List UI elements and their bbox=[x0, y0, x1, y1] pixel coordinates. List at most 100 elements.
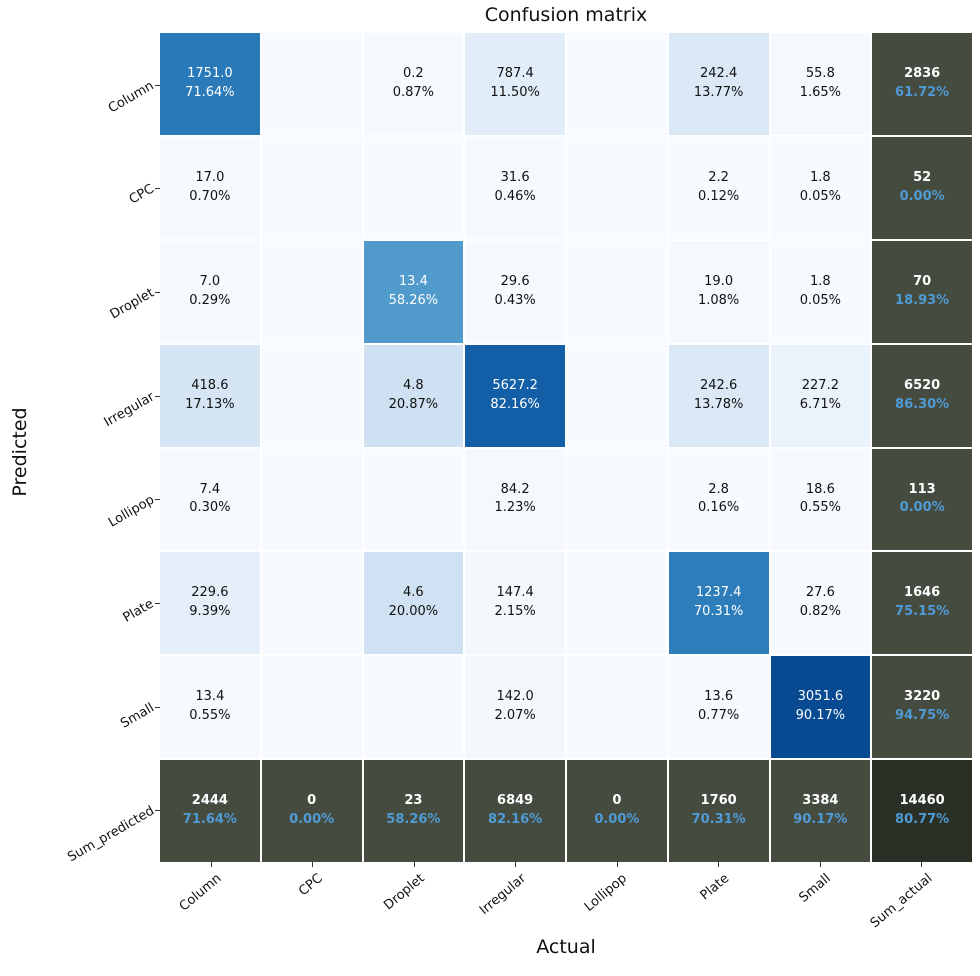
heatmap-cell bbox=[261, 240, 362, 343]
heatmap-cell: 1751.0 71.64% bbox=[160, 33, 260, 135]
cell-value: 17.0 bbox=[195, 169, 225, 185]
cell-percent: 0.55% bbox=[189, 708, 231, 724]
heatmap-cell: 242.6 13.78% bbox=[668, 344, 769, 447]
heatmap-cell bbox=[363, 136, 464, 239]
x-tick-mark bbox=[718, 862, 720, 867]
heatmap-cell: 17.0 0.70% bbox=[160, 136, 260, 239]
cell-value: 1760 bbox=[700, 793, 737, 809]
cell-value: 3220 bbox=[904, 689, 941, 705]
cell-value: 4.6 bbox=[403, 585, 424, 601]
x-tick-mark bbox=[819, 862, 821, 867]
y-tick-mark bbox=[155, 810, 160, 812]
x-tick-label: Irregular bbox=[476, 871, 529, 919]
cell-percent: 0.46% bbox=[494, 188, 536, 204]
y-tick-label: Sum_predicted bbox=[64, 803, 157, 866]
cell-percent: 71.64% bbox=[185, 84, 235, 100]
heatmap-cell: 31.6 0.46% bbox=[465, 136, 565, 239]
x-tick-mark bbox=[413, 862, 415, 867]
heatmap-cell: 227.2 6.71% bbox=[770, 344, 871, 447]
cell-value: 19.0 bbox=[704, 273, 734, 289]
heatmap-cell: 0 0.00% bbox=[261, 760, 362, 862]
heatmap-cell: 418.6 17.13% bbox=[160, 344, 260, 447]
cell-value: 13.4 bbox=[195, 689, 225, 705]
x-tick-label: Column bbox=[176, 871, 225, 915]
cell-percent: 0.00% bbox=[899, 188, 945, 204]
heatmap-cell: 1.8 0.05% bbox=[770, 240, 871, 343]
cell-percent: 82.16% bbox=[488, 812, 543, 828]
x-tick-label: Plate bbox=[697, 871, 732, 904]
heatmap-cell: 27.6 0.82% bbox=[770, 552, 871, 655]
cell-percent: 0.00% bbox=[289, 812, 335, 828]
cell-value: 84.2 bbox=[500, 481, 530, 497]
cell-percent: 2.15% bbox=[494, 604, 536, 620]
heatmap-cell bbox=[261, 656, 362, 759]
cell-value: 5627.2 bbox=[492, 377, 538, 393]
cell-value: 787.4 bbox=[496, 66, 534, 82]
x-tick-label: Small bbox=[796, 871, 834, 906]
y-tick-mark bbox=[155, 188, 160, 190]
heatmap-cell bbox=[567, 552, 667, 655]
cell-percent: 11.50% bbox=[490, 84, 540, 100]
heatmap-cell bbox=[567, 656, 667, 759]
cell-value: 1751.0 bbox=[187, 66, 233, 82]
y-tick-label: Droplet bbox=[107, 285, 157, 323]
heatmap-cell bbox=[567, 33, 667, 135]
cell-value: 147.4 bbox=[496, 585, 534, 601]
cell-percent: 0.05% bbox=[799, 188, 842, 204]
cell-percent: 0.16% bbox=[697, 500, 740, 516]
heatmap-cell bbox=[567, 240, 667, 343]
x-tick-mark bbox=[921, 862, 923, 867]
cell-percent: 0.82% bbox=[799, 604, 842, 620]
cell-percent: 0.05% bbox=[799, 292, 842, 308]
heatmap-cell: 13.4 58.26% bbox=[363, 240, 464, 343]
cell-value: 18.6 bbox=[805, 481, 835, 497]
heatmap-cell: 787.4 11.50% bbox=[465, 33, 565, 135]
chart-title: Confusion matrix bbox=[484, 4, 648, 26]
cell-percent: 58.26% bbox=[386, 812, 441, 828]
heatmap-cell: 4.6 20.00% bbox=[363, 552, 464, 655]
heatmap-cell bbox=[363, 656, 464, 759]
heatmap-cell: 55.8 1.65% bbox=[770, 33, 871, 135]
cell-value: 1.8 bbox=[810, 273, 831, 289]
cell-percent: 71.64% bbox=[182, 812, 237, 828]
cell-value: 31.6 bbox=[500, 169, 530, 185]
cell-percent: 90.17% bbox=[795, 708, 846, 724]
y-tick-label: Column bbox=[106, 78, 157, 117]
cell-percent: 13.77% bbox=[693, 84, 744, 100]
cell-percent: 0.30% bbox=[189, 500, 231, 516]
cell-value: 2.2 bbox=[708, 169, 729, 185]
heatmap-cell: 19.0 1.08% bbox=[668, 240, 769, 343]
heatmap-cell bbox=[567, 136, 667, 239]
cell-percent: 6.71% bbox=[799, 396, 842, 412]
heatmap-cell: 52 0.00% bbox=[872, 136, 972, 239]
heatmap-cell: 2.8 0.16% bbox=[668, 448, 769, 551]
cell-percent: 70.31% bbox=[693, 604, 744, 620]
x-tick-label: Droplet bbox=[380, 871, 428, 914]
cell-value: 227.2 bbox=[801, 377, 839, 393]
y-tick-mark bbox=[155, 395, 160, 397]
cell-value: 418.6 bbox=[191, 377, 229, 393]
heatmap-cell: 18.6 0.55% bbox=[770, 448, 871, 551]
cell-percent: 58.26% bbox=[388, 292, 439, 308]
cell-value: 142.0 bbox=[496, 689, 534, 705]
cell-value: 2444 bbox=[191, 793, 228, 809]
cell-percent: 0.00% bbox=[594, 812, 640, 828]
heatmap-cell: 1760 70.31% bbox=[668, 760, 769, 862]
heatmap-cell bbox=[261, 344, 362, 447]
cell-value: 27.6 bbox=[805, 585, 835, 601]
x-tick-mark bbox=[616, 862, 618, 867]
cell-percent: 17.13% bbox=[185, 396, 235, 412]
heatmap-cell: 70 18.93% bbox=[872, 240, 972, 343]
heatmap-cell bbox=[567, 344, 667, 447]
cell-percent: 0.00% bbox=[899, 500, 945, 516]
cell-percent: 86.30% bbox=[895, 396, 950, 412]
heatmap-cell: 1646 75.15% bbox=[872, 552, 972, 655]
cell-value: 13.6 bbox=[704, 689, 734, 705]
heatmap-cell: 13.4 0.55% bbox=[160, 656, 260, 759]
cell-percent: 0.29% bbox=[189, 292, 231, 308]
cell-percent: 0.55% bbox=[799, 500, 842, 516]
cell-percent: 2.07% bbox=[494, 708, 536, 724]
cell-percent: 80.77% bbox=[895, 812, 950, 828]
heatmap-cell: 6849 82.16% bbox=[465, 760, 565, 862]
